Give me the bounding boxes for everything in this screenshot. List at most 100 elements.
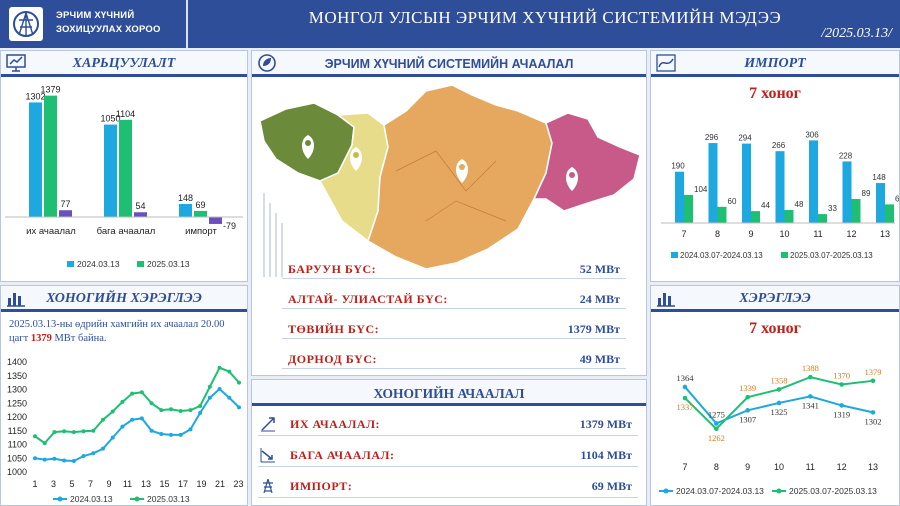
data-point (178, 408, 183, 413)
peak-note-suffix: МВт байна. (51, 333, 107, 344)
data-point (33, 456, 37, 461)
data-point (139, 416, 144, 421)
category-label: 13 (880, 229, 890, 239)
peak-note-value: 1379 (30, 333, 52, 344)
data-point (42, 457, 47, 462)
daily-load-name: ИХ АЧААЛАЛ: (290, 417, 381, 431)
data-point (120, 424, 125, 429)
bar (751, 211, 760, 223)
legend-marker (663, 488, 669, 494)
data-point (139, 390, 144, 395)
data-point (81, 429, 86, 434)
header-bar: ЭРЧИМ ХҮЧНИЙ ЗОХИЦУУЛАХ ХОРОО МОНГОЛ УЛС… (0, 0, 900, 48)
daily-load-name: БАГА АЧААЛАЛ: (290, 448, 395, 462)
x-tick-label: 1 (32, 479, 37, 489)
mongolia-region-map (259, 84, 641, 277)
consumption-panel: ХОНОГИЙН ХЭРЭГЛЭЭ 2025.03.13-ны өдрийн х… (0, 285, 248, 506)
data-label: 1104 (116, 109, 135, 119)
data-point (745, 394, 750, 400)
org-name-line1: ЭРЧИМ ХҮЧНИЙ (56, 10, 135, 21)
data-point (839, 382, 844, 387)
power-leaf-icon (258, 54, 276, 72)
legend-label: 2024.03.07-2024.03.13 (680, 251, 763, 260)
category-label: 12 (846, 229, 856, 239)
legend-label: 2025.03.13 (147, 259, 190, 269)
data-point (682, 395, 688, 401)
category-label: импорт (185, 226, 217, 237)
category-label: 10 (774, 462, 784, 472)
category-label: бага ачаалал (97, 226, 156, 237)
y-tick-label: 1100 (8, 440, 27, 450)
legend-swatch (67, 261, 74, 267)
x-tick-label: 15 (159, 479, 169, 489)
daily-load-title: ХОНОГИЙН АЧААЛАЛ (373, 386, 525, 401)
data-point (159, 432, 164, 437)
data-point (227, 369, 232, 374)
system-load-header: ЭРЧИМ ХҮЧНИЙ СИСТЕМИЙН АЧААЛАЛ (252, 51, 646, 77)
data-label: 104 (694, 185, 708, 194)
data-label: 1275 (708, 409, 725, 419)
data-label: 306 (805, 130, 819, 139)
category-label: 11 (813, 229, 822, 239)
daily-load-row: ИМПОРТ: 69 МВт (258, 474, 638, 498)
data-label: 190 (671, 162, 685, 171)
data-label: 148 (872, 173, 886, 182)
x-tick-label: 17 (178, 479, 188, 489)
comparison-panel: ХАРЬЦУУЛАЛТ 1302 1050 148 1379 1104 69 77 54 -79… (0, 50, 248, 282)
bar (885, 204, 894, 223)
data-point (33, 434, 37, 439)
system-load-title: ЭРЧИМ ХҮЧНИЙ СИСТЕМИЙН АЧААЛАЛ (324, 57, 574, 71)
category-label: 8 (714, 462, 719, 472)
data-label: 69 (195, 200, 205, 210)
y-tick-label: 1250 (7, 398, 27, 408)
legend-label: 2024.03.13 (70, 494, 113, 504)
system-load-panel: ЭРЧИМ ХҮЧНИЙ СИСТЕМИЙН АЧААЛАЛ БАРУУН БҮ… (251, 50, 647, 376)
data-point (159, 408, 164, 413)
y-tick-label: 1050 (7, 453, 27, 463)
data-point (188, 427, 193, 432)
region-value: 24 МВт (579, 292, 620, 306)
bar (717, 206, 727, 223)
consumption-header: ХОНОГИЙН ХЭРЭГЛЭЭ (1, 286, 247, 312)
data-label: 1302 (865, 416, 882, 426)
comparison-header: ХАРЬЦУУЛАЛТ (1, 51, 247, 77)
x-tick-label: 3 (51, 479, 56, 489)
data-point (110, 435, 115, 440)
data-label: 1325 (771, 407, 788, 417)
daily-load-row: БАГА АЧААЛАЛ: 1104 МВт (258, 443, 638, 467)
data-point (870, 378, 876, 384)
trend-down-icon (260, 448, 275, 463)
series-line (34, 366, 240, 445)
daily-load-value: 1379 МВт (579, 417, 632, 431)
category-label: 13 (868, 462, 878, 472)
data-label: 1379 (40, 85, 60, 95)
usage-panel: ХЭРЭГЛЭЭ 7 хоног 1364 1275 1307 1325 1341 131… (650, 285, 900, 506)
bar (876, 183, 885, 223)
import-title: ИМПОРТ (744, 56, 806, 71)
legend-label: 2024.03.13 (77, 259, 120, 269)
x-tick-label: 13 (141, 479, 151, 489)
legend-label: 2025.03.07-2025.03.13 (789, 486, 877, 496)
x-tick-label: 11 (123, 479, 132, 489)
y-tick-label: 1200 (7, 412, 27, 422)
category-label: 10 (779, 229, 789, 239)
comparison-title: ХАРЬЦУУЛАЛТ (72, 56, 176, 71)
bar (179, 203, 192, 217)
data-point (870, 410, 876, 415)
map-pin-eastern (566, 167, 578, 191)
legend-marker (776, 488, 782, 494)
series-line (34, 387, 240, 463)
x-tick-label: 9 (106, 479, 111, 489)
usage-chart: 1364 1275 1307 1325 1341 1319 1302 1337 1262 1339… (659, 363, 882, 496)
data-label: 1302 (25, 91, 45, 101)
data-label: 89 (862, 189, 871, 198)
daily-load-header: ХОНОГИЙН АЧААЛАЛ (252, 380, 646, 406)
bar-chart-icon (7, 293, 25, 307)
data-label: 1358 (771, 375, 788, 385)
data-label: 1307 (739, 414, 756, 424)
data-point (91, 451, 96, 456)
region-row: ДОРНОД БҮС: 49 МВт (282, 347, 626, 369)
page-title: МОНГОЛ УЛСЫН ЭРЧИМ ХҮЧНИЙ СИСТЕМИЙН МЭДЭ… (308, 8, 782, 27)
data-point (52, 456, 57, 461)
data-point (101, 417, 105, 422)
